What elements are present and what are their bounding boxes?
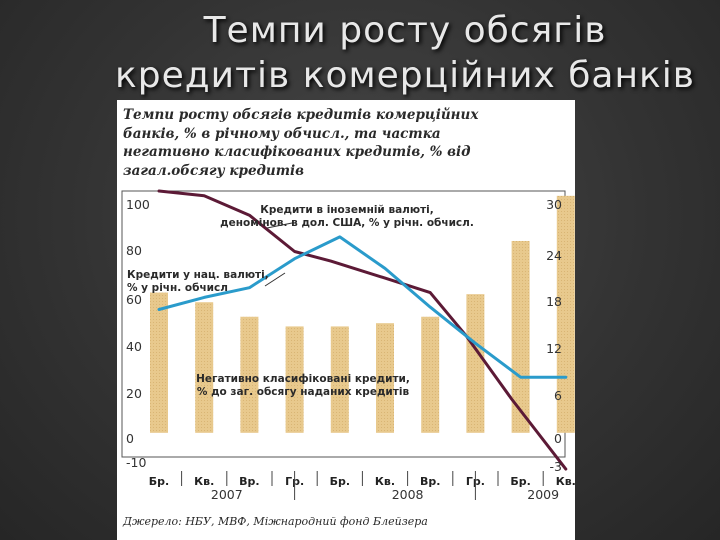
chart-title-line: Темпи росту обсягів кредитів комерційних — [123, 107, 479, 123]
category-label: Вр. — [420, 475, 440, 488]
right-tick-label: 24 — [546, 248, 562, 263]
category-label: Кв. — [375, 475, 395, 488]
category-label: Кв. — [556, 475, 575, 488]
year-label: 2008 — [392, 487, 424, 502]
annotation-leader — [266, 222, 293, 229]
bar — [285, 326, 304, 433]
annotation-line: Кредити у нац. валюті, — [127, 269, 269, 281]
left-tick-label: 20 — [126, 386, 142, 401]
bar — [421, 316, 440, 433]
category-label: Бр. — [149, 475, 169, 488]
bar — [556, 195, 575, 433]
left-tick-label: 40 — [126, 339, 142, 354]
annotation-line: % у річн. обчисл — [127, 282, 228, 294]
right-tick-label: 12 — [546, 341, 562, 356]
chart-title-line: банків, % в річному обчисл., та частка — [123, 125, 441, 142]
slide-title-line-1: Темпи росту обсягів — [203, 10, 607, 51]
annotation-label: Негативно класифіковані кредити,% до заг… — [196, 373, 410, 398]
right-tick-label: 18 — [546, 294, 562, 309]
right-tick-label: -3 — [550, 459, 562, 474]
bar — [330, 326, 349, 433]
annotation-line: Кредити в іноземній валюті, — [260, 204, 434, 216]
left-tick-label: 100 — [126, 197, 150, 212]
annotation-line: деномінов. в дол. США, % у річн. обчисл. — [220, 217, 474, 229]
slide-title: Темпи росту обсягів кредитів комерційних… — [90, 8, 720, 98]
left-tick-label: 80 — [126, 243, 142, 258]
series-line-national-currency — [157, 235, 568, 379]
line-series — [157, 189, 568, 471]
bar — [195, 302, 214, 433]
chart-title-line: негативно класифікованих кредитів, % від — [123, 144, 471, 160]
right-tick-label: 30 — [546, 197, 562, 212]
category-axis: Бр. Кв. Вр. Гр. Бр. Кв. Вр. Гр. Бр. Кв.2007 2008 20… — [149, 471, 575, 502]
category-label: Бр. — [510, 475, 530, 488]
bar — [240, 316, 259, 433]
category-label: Вр. — [239, 475, 259, 488]
right-tick-label: 6 — [554, 388, 562, 403]
annotation-label: Кредити в іноземній валюті, деномінов. в … — [220, 204, 474, 229]
annotation-leader — [264, 272, 286, 287]
year-label: 2009 — [527, 487, 559, 502]
chart-title: Темпи росту обсягів кредитів комерційних… — [123, 106, 553, 180]
bar — [150, 292, 168, 433]
source-note: Джерело: НБУ, МВФ, Міжнародний фонд Блей… — [123, 515, 428, 528]
left-tick-label: 60 — [126, 292, 142, 307]
chart-annotations: Кредити в іноземній валюті, деномінов. в … — [127, 204, 474, 398]
chart-title-line: загал.обсягу кредитів — [123, 162, 305, 179]
annotation-line: Негативно класифіковані кредити, — [196, 373, 410, 385]
bar-series — [150, 195, 575, 433]
left-tick-label: -10 — [126, 455, 146, 470]
category-label: Бр. — [330, 475, 350, 488]
bar — [511, 240, 530, 433]
category-label: Кв. — [194, 475, 214, 488]
chart-panel: Темпи росту обсягів кредитів комерційних… — [117, 100, 575, 540]
bar — [376, 323, 394, 433]
left-tick-label: 0 — [126, 431, 134, 446]
slide-title-line-2: кредитів комерційних банків — [115, 55, 695, 96]
right-tick-label: 0 — [554, 431, 562, 446]
bar — [466, 294, 485, 433]
year-label: 2007 — [211, 487, 243, 502]
series-line-foreign-currency — [157, 189, 568, 471]
annotation-label: Кредити у нац. валюті,% у річн. обчисл — [127, 269, 269, 294]
annotation-line: % до заг. обсягу наданих кредитів — [197, 386, 410, 398]
